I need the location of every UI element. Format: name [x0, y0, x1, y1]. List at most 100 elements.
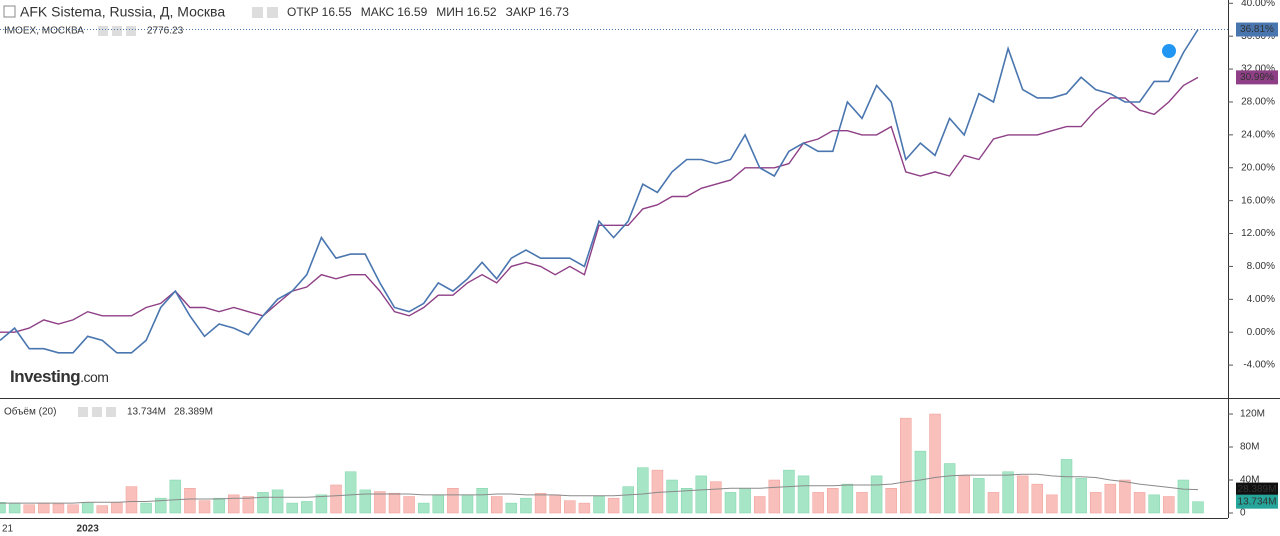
settings-icon[interactable] [78, 407, 88, 417]
volume-bar [987, 492, 1000, 514]
volume-bar [856, 492, 868, 514]
y-tick-label: 0 [1240, 508, 1246, 519]
series-icon[interactable] [112, 26, 122, 36]
hide-icon[interactable] [267, 7, 278, 18]
volume-bar [286, 502, 298, 514]
volume-bar [301, 501, 313, 514]
volume-bar [359, 489, 371, 514]
volume-bar [505, 502, 518, 514]
volume-bar [1104, 483, 1117, 514]
volume-bar [973, 478, 985, 514]
volume-bar [549, 494, 561, 514]
quote-label: МИН [436, 5, 463, 19]
volume-bar [257, 492, 269, 514]
volume-bar [534, 492, 547, 514]
volume-bar [315, 494, 328, 514]
volume-bar [870, 475, 883, 514]
series-name: IMOEX, МОСКВА [4, 26, 84, 37]
volume-bar [0, 502, 6, 514]
value-tag-label: 30.99% [1240, 72, 1274, 83]
y-tick-label: 40M [1240, 475, 1259, 486]
y-tick-label: -4.00% [1243, 360, 1275, 371]
volume-bar [1031, 483, 1044, 514]
series-icon[interactable] [126, 26, 136, 36]
volume-bar [564, 500, 576, 514]
volume-bar [783, 469, 795, 514]
volume-bar [1075, 478, 1087, 514]
volume-bar [23, 504, 35, 514]
volume-bar [914, 450, 927, 514]
volume-bar [695, 475, 707, 514]
y-tick-label: 40.00% [1241, 0, 1275, 9]
watermark: Investing.com [10, 367, 108, 386]
volume-bar [271, 489, 284, 514]
volume-bar [169, 479, 182, 514]
x-tick-label: 2023 [77, 524, 100, 535]
watermark-brand: Investing [10, 367, 80, 386]
volume-bar [768, 479, 781, 514]
volume-bar [476, 488, 488, 514]
volume-bar [607, 497, 620, 514]
dividend-marker [1162, 44, 1176, 58]
volume-bar [242, 496, 255, 514]
volume-bar [154, 497, 167, 514]
series-line [0, 29, 1199, 354]
close-icon[interactable] [106, 407, 116, 417]
volume-bar [827, 488, 839, 514]
volume-bar [841, 483, 854, 514]
volume-bar [900, 417, 912, 514]
value-tag [1236, 494, 1278, 509]
panel-title: Объём (20) [4, 406, 56, 418]
volume-bar [680, 488, 693, 514]
quote-value: 16.55 [322, 5, 352, 19]
volume-bar [1192, 501, 1204, 514]
volume-bar [710, 481, 722, 514]
volume-bar [417, 502, 430, 514]
volume-bar [38, 502, 50, 514]
volume-bar [184, 488, 196, 514]
y-tick-label: 80M [1240, 442, 1259, 453]
volume-bar [491, 496, 503, 514]
legend-value: 28.389M [174, 407, 213, 418]
volume-bar [8, 502, 21, 514]
quote-value: 16.52 [467, 5, 497, 19]
volume-bar [929, 413, 941, 514]
quote-value: 16.73 [539, 5, 569, 19]
series-icon[interactable] [98, 26, 108, 36]
series-name: AFK Sistema, Russia, Д, Москва [20, 4, 225, 20]
volume-bar [520, 497, 532, 514]
volume-bar [1002, 471, 1014, 514]
volume-bar [432, 494, 445, 514]
volume-bar [330, 484, 342, 514]
y-tick-label: 32.00% [1241, 64, 1275, 75]
volume-bar [812, 492, 824, 514]
volume-bar [753, 496, 766, 514]
volume-bar [213, 497, 225, 514]
volume-bar [1119, 479, 1131, 514]
y-tick-label: 4.00% [1247, 294, 1275, 305]
value-tag-label: 36.81% [1240, 24, 1274, 35]
quote-value: 16.59 [397, 5, 427, 19]
volume-bar [96, 505, 108, 514]
y-tick-label: 24.00% [1241, 130, 1275, 141]
settings-icon[interactable] [252, 7, 263, 18]
volume-bar [885, 488, 897, 514]
volume-bar [461, 494, 474, 514]
hide-icon[interactable] [92, 407, 102, 417]
value-tag [1236, 482, 1278, 497]
volume-bar [140, 502, 152, 514]
volume-bar [447, 488, 459, 514]
quote-label: ЗАКР [506, 5, 536, 19]
volume-bar [1163, 496, 1175, 514]
legend: AFK Sistema, Russia, Д, Москва ОТКР 16.55 М… [4, 4, 569, 37]
quote-label: ОТКР [287, 5, 319, 19]
volume-bar [797, 475, 810, 514]
quote-label: МАКС [361, 5, 395, 19]
collapse-icon[interactable] [3, 5, 16, 18]
volume-bar [958, 475, 970, 514]
volume-bar [1177, 479, 1190, 514]
volume-bar [403, 496, 415, 514]
volume-bar [1090, 492, 1102, 514]
